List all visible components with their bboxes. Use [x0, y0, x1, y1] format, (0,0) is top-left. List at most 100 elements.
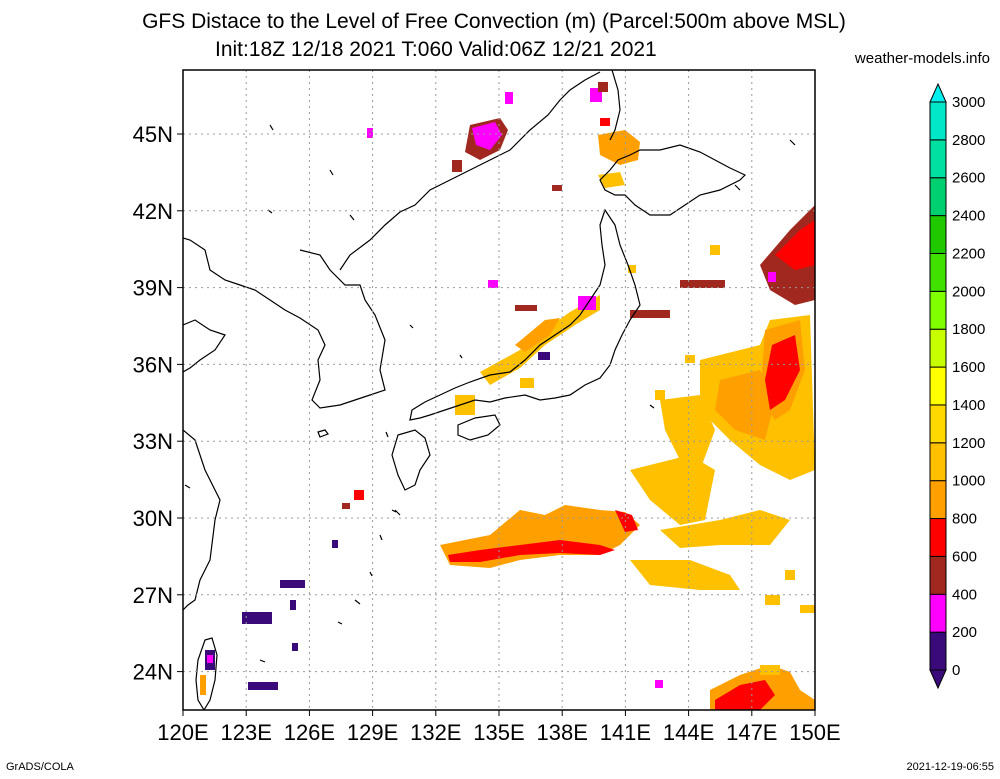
field-patch [248, 682, 278, 690]
field-patch [292, 643, 298, 651]
korea-coastline [239, 249, 386, 409]
field-patch [775, 220, 815, 270]
lon-tick-label: 144E [663, 720, 714, 745]
field-patch [515, 305, 537, 311]
field-patch [660, 510, 790, 548]
field-patch [290, 600, 296, 610]
kyushu-coastline [391, 429, 431, 491]
colorbar-label: 2800 [952, 132, 985, 149]
colorbar-label: 1000 [952, 473, 985, 490]
colorbar-label: 1200 [952, 435, 985, 452]
china-coastline [183, 237, 241, 373]
field-patch [452, 160, 462, 172]
colorbar-swatch [929, 555, 947, 595]
field-patch [715, 680, 775, 710]
field-patch [768, 272, 776, 282]
field-patch [598, 172, 625, 188]
colorbar-swatch [929, 442, 947, 482]
lon-tick-label: 129E [347, 720, 398, 745]
field-patch [515, 318, 560, 352]
field-patch [785, 570, 795, 580]
colorbar-min-arrow [929, 669, 947, 690]
lon-tick-label: 120E [157, 720, 208, 745]
field-patch [628, 265, 636, 273]
colorbar-swatch [929, 101, 947, 141]
field-patch [800, 605, 815, 613]
colorbar-label: 1600 [952, 359, 985, 376]
field-patch [765, 595, 780, 605]
colorbar-label: 2400 [952, 208, 985, 225]
field-patch [630, 310, 670, 318]
field-patch [538, 352, 550, 360]
colorbar-label: 2600 [952, 170, 985, 187]
lat-tick-label: 42N [133, 199, 173, 224]
colorbar-swatch [929, 593, 947, 633]
lon-tick-label: 123E [221, 720, 272, 745]
software-credit: GrADS/COLA [6, 761, 74, 773]
colorbar-label: 3000 [952, 94, 985, 111]
honshu-coastline [409, 208, 641, 421]
lat-tick-label: 36N [133, 352, 173, 377]
field-patch [630, 455, 715, 525]
latitude-labels: 24N 27N 30N 33N 36N 39N 42N 45N [133, 122, 183, 685]
field-patch [600, 118, 610, 126]
field-patch [505, 92, 513, 104]
field-patch [715, 370, 775, 440]
colorbar-label: 600 [952, 548, 977, 565]
lon-tick-label: 150E [789, 720, 840, 745]
asia-coastline [183, 429, 221, 611]
colorbar-swatch [929, 518, 947, 557]
field-patch [685, 355, 695, 363]
field-patch [710, 245, 720, 255]
colorbar-label: 2000 [952, 283, 985, 300]
colorbar-label: 1400 [952, 397, 985, 414]
field-patch [655, 390, 665, 400]
colorbar-swatch [929, 366, 947, 406]
field-patch [354, 490, 364, 500]
lon-tick-label: 138E [537, 720, 588, 745]
field-patch [367, 128, 373, 138]
field-patch [578, 296, 596, 310]
field-patch [520, 378, 534, 388]
colorbar-swatch [929, 252, 947, 292]
field-patch [655, 680, 663, 688]
field-patch [552, 185, 562, 191]
field-patch [448, 540, 615, 562]
colorbar-swatch [929, 290, 947, 330]
field-patch [598, 130, 640, 165]
colorbar-swatch [929, 139, 947, 179]
lat-tick-label: 39N [133, 276, 173, 301]
lon-tick-label: 135E [473, 720, 524, 745]
lon-tick-label: 126E [284, 720, 335, 745]
field-patch [342, 503, 350, 509]
longitude-labels: 120E 123E 126E 129E 132E 135E 138E 141E 144E 147E… [157, 710, 841, 745]
colorbar-swatch [929, 177, 947, 217]
colorbar-swatch [929, 215, 947, 254]
field-patch [760, 665, 780, 675]
colorbar-swatch [929, 404, 947, 444]
lon-tick-label: 147E [726, 720, 777, 745]
ryukyu-islands [337, 509, 401, 625]
colorbar-label: 1800 [952, 321, 985, 338]
field-patch [615, 510, 638, 532]
colorbar-label: 2200 [952, 245, 985, 262]
field-patch [242, 612, 272, 624]
lat-tick-label: 45N [133, 122, 173, 147]
colorbar-label: 0 [952, 662, 960, 679]
colorbar: 0 200 400 600 800 1000 1200 1400 1600 1800 2000 220… [929, 82, 985, 690]
timestamp: 2021-12-19-06:55 [906, 761, 994, 773]
lat-tick-label: 27N [133, 583, 173, 608]
field-patch [200, 675, 206, 695]
sea-islands [184, 124, 796, 663]
colorbar-label: 200 [952, 624, 977, 641]
lat-tick-label: 33N [133, 429, 173, 454]
source-label: weather-models.info [854, 50, 990, 67]
field-patch [455, 395, 475, 415]
hokkaido-coastline [599, 144, 747, 216]
colorbar-swatch [929, 328, 947, 368]
colorbar-label: 400 [952, 586, 977, 603]
colorbar-swatch [929, 631, 947, 671]
field-patch [280, 580, 305, 588]
colorbar-max-arrow [929, 82, 947, 103]
